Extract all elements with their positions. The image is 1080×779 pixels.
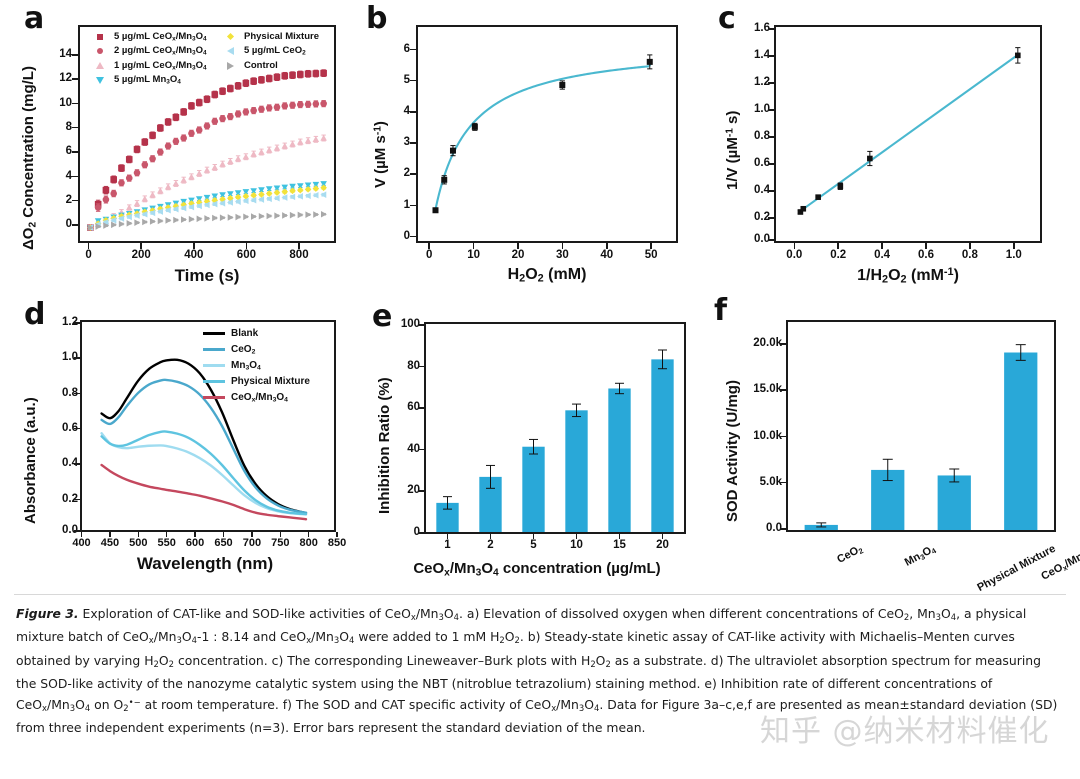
legend-label: CeO2 — [231, 343, 256, 356]
bar-category-label: CeO2 — [835, 544, 866, 566]
marker-circle-icon — [92, 47, 108, 55]
legend-label: 1 µg/mL CeOx/Mn3O4 — [114, 59, 207, 72]
panel-b-letter: b — [366, 1, 388, 36]
legend-label: CeOx/Mn3O4 — [231, 391, 288, 404]
panel-a-legend-col2: Physical Mixture 5 µg/mL CeO2 Control — [222, 31, 319, 75]
legend-item: CeOx/Mn3O4 — [203, 392, 310, 403]
panel-a-svg — [87, 69, 327, 231]
legend-line-swatch — [203, 396, 225, 399]
panel-e-letter: e — [372, 299, 393, 334]
panel-grid: a ΔO2 Concentration (mg/L) 14 12 10 8 6 … — [0, 0, 1080, 595]
legend-label: Blank — [231, 328, 259, 339]
figure-caption-text: Exploration of CAT-like and SOD-like act… — [16, 606, 1058, 736]
y-tick-label: 5.0k — [759, 475, 782, 488]
caption-divider — [14, 594, 1066, 595]
marker-triangle-down-icon — [92, 76, 108, 84]
panel-e: e Inhibition Ratio (%) 100 80 60 40 20 0 — [358, 292, 708, 592]
y-tick-label: 15.0k — [753, 383, 782, 396]
panel-d: d Absorbance (a.u.) 1.2 1.0 0.8 0.6 0.4 … — [0, 292, 358, 592]
legend-line-swatch — [203, 364, 225, 367]
panel-a-letter: a — [24, 1, 45, 36]
panel-d-letter: d — [24, 297, 46, 332]
legend-label: 5 µg/mL CeOx/Mn3O4 — [114, 30, 207, 43]
legend-item: Blank — [203, 328, 310, 339]
panel-f-plot-area — [786, 320, 1056, 532]
panel-d-legend: Blank CeO2 Mn3O4 Physical Mixture CeOx/M… — [203, 328, 310, 408]
panel-a-legend-col1: 5 µg/mL CeOx/Mn3O4 2 µg/mL CeOx/Mn3O4 1 … — [92, 31, 207, 89]
panel-b-x-axis-title: H2O2 (mM) — [507, 266, 587, 285]
legend-item: 5 µg/mL CeOx/Mn3O4 — [92, 31, 207, 42]
legend-label: Physical Mixture — [244, 31, 319, 42]
marker-diamond-icon — [222, 32, 238, 41]
legend-line-swatch — [203, 380, 225, 383]
panel-d-y-axis-title: Absorbance (a.u.) — [22, 397, 39, 524]
legend-line-swatch — [203, 348, 225, 351]
marker-triangle-up-icon — [92, 62, 108, 69]
legend-line-swatch — [203, 332, 225, 335]
legend-item: Physical Mixture — [222, 31, 319, 42]
legend-item: Control — [222, 60, 319, 71]
panel-a: a ΔO2 Concentration (mg/L) 14 12 10 8 6 … — [0, 0, 358, 292]
bar-category-label: Mn3O4 — [902, 544, 938, 569]
panel-d-plot-area — [80, 320, 336, 532]
panel-f-letter: f — [714, 293, 728, 328]
panel-f-svg — [804, 344, 1038, 530]
y-tick-label: 20.0k — [753, 337, 782, 350]
bar-category-label: 10 — [570, 539, 583, 551]
marker-square-icon — [92, 33, 108, 40]
panel-e-svg — [436, 349, 674, 532]
panel-c: c 1/V (µM-1 s) 1.6 1.4 1.2 1.0 0.8 0.6 0… — [708, 0, 1080, 292]
legend-item: 2 µg/mL CeOx/Mn3O4 — [92, 45, 207, 57]
legend-item: 5 µg/mL CeO2 — [222, 45, 319, 57]
bar-category-label: 15 — [613, 539, 626, 551]
y-tick-label: 0.0 — [766, 522, 782, 534]
legend-label: 2 µg/mL CeOx/Mn3O4 — [114, 45, 207, 57]
panel-d-svg — [100, 358, 308, 521]
panel-b-svg — [432, 54, 653, 214]
panel-c-y-axis-title: 1/V (µM-1 s) — [724, 110, 741, 190]
figure-caption: Figure 3. Exploration of CAT-like and SO… — [16, 604, 1064, 737]
legend-label: 5 µg/mL CeO2 — [244, 45, 306, 57]
panel-a-plot-area — [78, 25, 336, 243]
panel-e-x-axis-title: CeOx/Mn3O4 concentration (µg/mL) — [413, 560, 661, 579]
legend-label: 5 µg/mL Mn3O4 — [114, 74, 181, 86]
bar-category-label: 2 — [487, 539, 494, 551]
y-tick-label: 10.0k — [753, 429, 782, 442]
panel-a-x-axis-title: Time (s) — [174, 266, 240, 285]
legend-item: Physical Mixture — [203, 376, 310, 387]
bar-category-label: 1 — [444, 539, 451, 551]
panel-c-letter: c — [718, 1, 736, 36]
panel-e-plot-area — [424, 322, 686, 534]
legend-label: Control — [244, 60, 278, 71]
marker-triangle-left-icon — [222, 47, 238, 55]
legend-label: Mn3O4 — [231, 359, 261, 372]
panel-d-x-axis-title: Wavelength (nm) — [136, 554, 274, 573]
legend-item: 5 µg/mL Mn3O4 — [92, 74, 207, 86]
panel-f: f SOD Activity (U/mg) 0.0 5.0k 10.0k 15.0k 2… — [708, 292, 1080, 595]
marker-triangle-right-icon — [222, 61, 238, 70]
legend-item: CeO2 — [203, 344, 310, 355]
panel-c-x-axis-title: 1/H2O2 (mM-1) — [857, 266, 959, 286]
legend-item: 1 µg/mL CeOx/Mn3O4 — [92, 60, 207, 71]
legend-label: Physical Mixture — [231, 376, 310, 387]
panel-b: b V (µM s-1) 6 5 4 3 2 1 0 — [358, 0, 708, 292]
bar-category-label: 5 — [530, 539, 537, 551]
bar-category-label: 20 — [656, 539, 669, 551]
panel-f-y-axis-title: SOD Activity (U/mg) — [724, 380, 741, 522]
figure-label: Figure 3. — [16, 606, 79, 621]
panel-c-plot-area — [774, 25, 1042, 243]
panel-c-svg — [797, 47, 1021, 215]
panel-a-y-axis-title: ΔO2 Concentration (mg/L) — [20, 66, 39, 250]
legend-item: Mn3O4 — [203, 360, 310, 371]
panel-b-plot-area — [416, 25, 678, 243]
